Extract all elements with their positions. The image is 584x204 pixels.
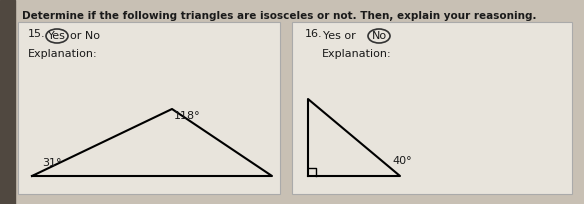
Text: 16.: 16. — [305, 29, 322, 39]
Text: Yes or: Yes or — [323, 31, 356, 41]
Text: 15.: 15. — [28, 29, 46, 39]
Text: 40°: 40° — [392, 156, 412, 166]
Bar — [0, 0, 15, 204]
FancyBboxPatch shape — [18, 22, 280, 194]
Text: 118°: 118° — [174, 111, 201, 121]
Text: Explanation:: Explanation: — [322, 49, 392, 59]
Text: 31°: 31° — [42, 158, 61, 168]
Text: Determine if the following triangles are isosceles or not. Then, explain your re: Determine if the following triangles are… — [22, 11, 537, 21]
Text: No: No — [371, 31, 387, 41]
Text: or No: or No — [70, 31, 100, 41]
Text: Yes: Yes — [48, 31, 66, 41]
Text: Explanation:: Explanation: — [28, 49, 98, 59]
FancyBboxPatch shape — [292, 22, 572, 194]
